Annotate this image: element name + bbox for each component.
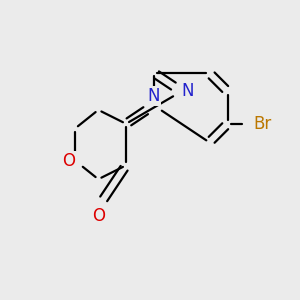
Text: O: O bbox=[92, 207, 105, 225]
Text: N: N bbox=[182, 82, 194, 100]
Text: N: N bbox=[148, 87, 160, 105]
Text: O: O bbox=[62, 152, 75, 170]
Text: Br: Br bbox=[253, 115, 271, 133]
